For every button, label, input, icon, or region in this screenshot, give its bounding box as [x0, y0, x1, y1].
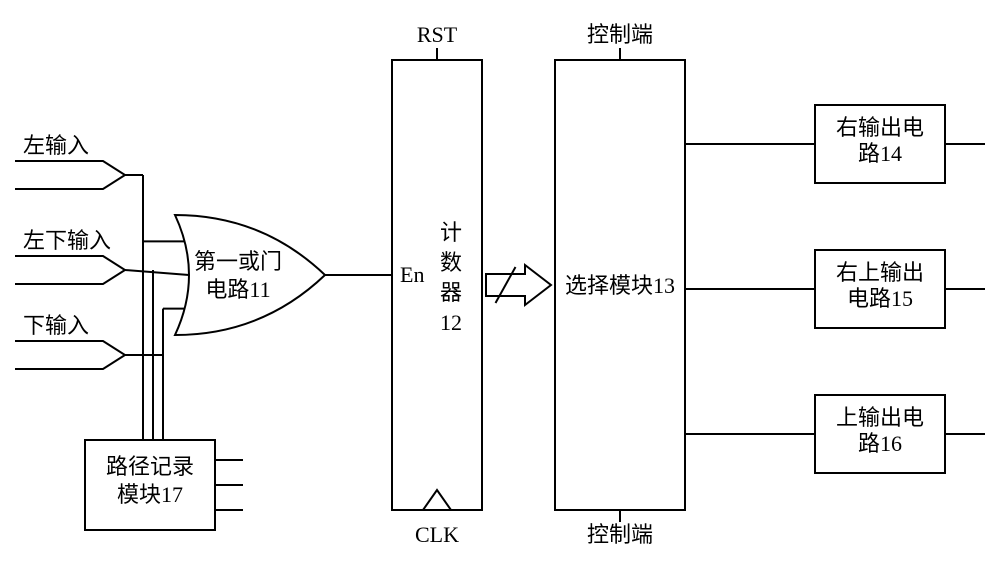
label-left-input: 左输入	[23, 133, 89, 158]
upper-output-label-1: 路16	[858, 431, 902, 456]
control-bottom-label: 控制端	[587, 522, 653, 547]
or-gate-label-1: 第一或门	[194, 249, 282, 274]
rst-label: RST	[417, 22, 458, 47]
label-left-lower-input: 左下输入	[23, 228, 111, 253]
arrow-left-lower-input	[15, 256, 125, 284]
counter-label-2: 器	[440, 280, 462, 305]
clk-label: CLK	[415, 522, 459, 547]
counter-en-label: En	[400, 262, 424, 287]
path-record-label-0: 路径记录	[106, 454, 194, 479]
path-record-label-1: 模块17	[117, 482, 183, 507]
selector-label: 选择模块13	[565, 273, 675, 298]
bus-slash	[496, 267, 516, 303]
right-upper-output-label-1: 电路15	[847, 286, 913, 311]
counter-label-1: 数	[440, 250, 462, 275]
right-output-label-0: 右输出电	[836, 115, 924, 140]
wire-leftlower-to-gate	[125, 270, 189, 275]
right-output-label-1: 路14	[858, 141, 902, 166]
counter-label-3: 12	[440, 310, 462, 335]
label-lower-input: 下输入	[23, 313, 89, 338]
clk-triangle-icon	[423, 490, 451, 510]
or-gate-label-2: 电路11	[205, 277, 270, 302]
arrow-left-input	[15, 161, 125, 189]
upper-output-label-0: 上输出电	[836, 405, 924, 430]
right-upper-output-label-0: 右上输出	[836, 260, 924, 285]
bus-arrow	[486, 265, 551, 305]
counter-label-0: 计	[440, 220, 462, 245]
arrow-lower-input	[15, 341, 125, 369]
or-gate	[175, 215, 325, 335]
control-top-label: 控制端	[587, 22, 653, 47]
